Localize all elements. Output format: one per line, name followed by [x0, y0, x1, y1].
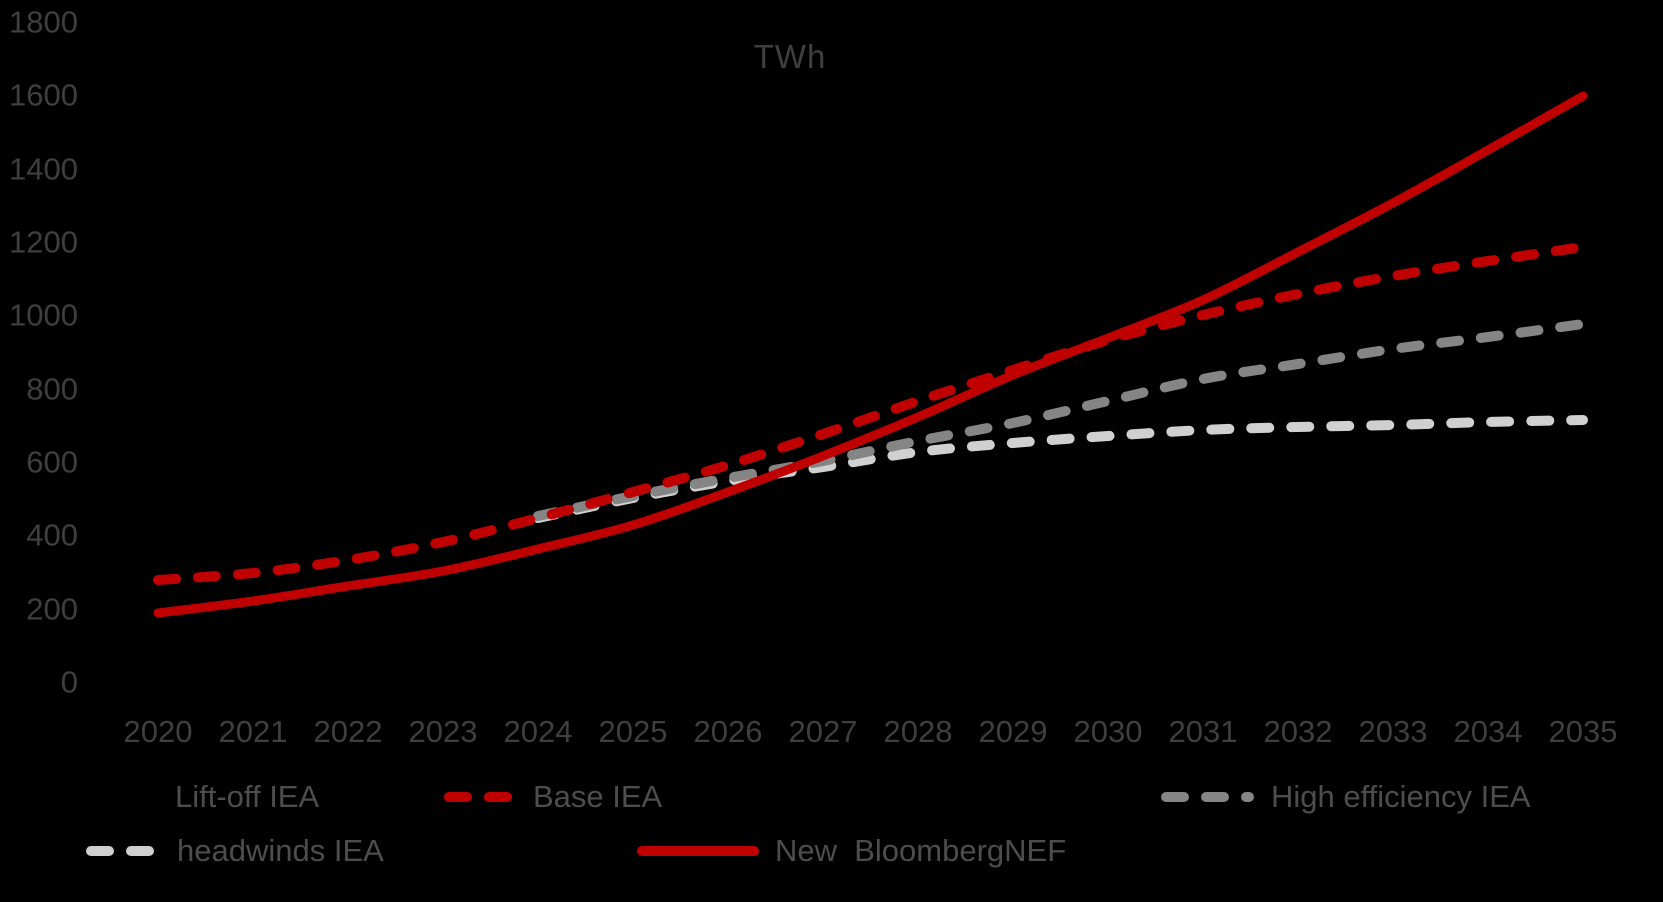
x-tick-label: 2031	[1168, 714, 1238, 749]
y-tick-label: 1800	[9, 4, 78, 40]
x-tick-label: 2021	[218, 714, 288, 749]
y-tick-label: 0	[60, 664, 78, 700]
y-tick-label: 1400	[9, 150, 78, 186]
legend-swatch-new-bloombergnef	[637, 846, 759, 856]
x-tick-label: 2027	[788, 714, 858, 749]
y-tick-label: 1600	[9, 77, 78, 113]
x-tick-label: 2022	[313, 714, 383, 749]
legend-label-high-efficiency-iea: High efficiency IEA	[1271, 779, 1531, 814]
x-tick-label: 2035	[1548, 714, 1618, 749]
x-tick-label: 2024	[503, 714, 573, 749]
legend-item-headwinds-iea: headwinds IEA	[85, 832, 384, 870]
y-tick-label: 600	[26, 444, 78, 480]
series-line-high-efficiency-iea	[533, 319, 1588, 521]
legend-swatch-base-iea	[444, 792, 516, 802]
series-line-base-iea	[153, 242, 1588, 585]
y-tick-label: 1000	[9, 297, 78, 333]
legend-item-lift-off-iea: Lift-off IEA	[85, 778, 319, 816]
x-tick-label: 2020	[123, 714, 193, 749]
legend-swatch-headwinds-iea	[86, 846, 160, 856]
x-tick-label: 2033	[1358, 714, 1428, 749]
x-tick-label: 2023	[408, 714, 478, 749]
legend-item-high-efficiency-iea: High efficiency IEA	[1160, 778, 1531, 816]
chart-title: TWh	[753, 38, 827, 75]
legend-label-base-iea: Base IEA	[533, 779, 663, 814]
x-tick-label: 2032	[1263, 714, 1333, 749]
series-line-new-bloombergnef	[153, 91, 1588, 618]
x-tick-label: 2026	[693, 714, 763, 749]
y-tick-label: 400	[26, 517, 78, 553]
legend-label-headwinds-iea: headwinds IEA	[177, 833, 384, 868]
x-tick-label: 2025	[598, 714, 668, 749]
y-tick-label: 1200	[9, 224, 78, 260]
legend-label-new-bloombergnef: New BloombergNEF	[775, 833, 1067, 868]
legend-swatch-high-efficiency-iea	[1161, 792, 1254, 802]
x-tick-label: 2029	[978, 714, 1048, 749]
legend-label-lift-off-iea: Lift-off IEA	[175, 779, 320, 814]
x-tick-label: 2030	[1073, 714, 1143, 749]
x-tick-label: 2034	[1453, 714, 1523, 749]
x-tick-label: 2028	[883, 714, 953, 749]
legend-item-base-iea: Base IEA	[443, 778, 662, 816]
y-tick-label: 800	[26, 370, 78, 406]
legend-item-new-bloombergnef: New BloombergNEF	[637, 832, 1066, 870]
y-tick-label: 200	[26, 590, 78, 626]
legend-swatch-lift-off-iea	[86, 792, 158, 802]
series-line-headwinds-iea	[533, 415, 1588, 523]
